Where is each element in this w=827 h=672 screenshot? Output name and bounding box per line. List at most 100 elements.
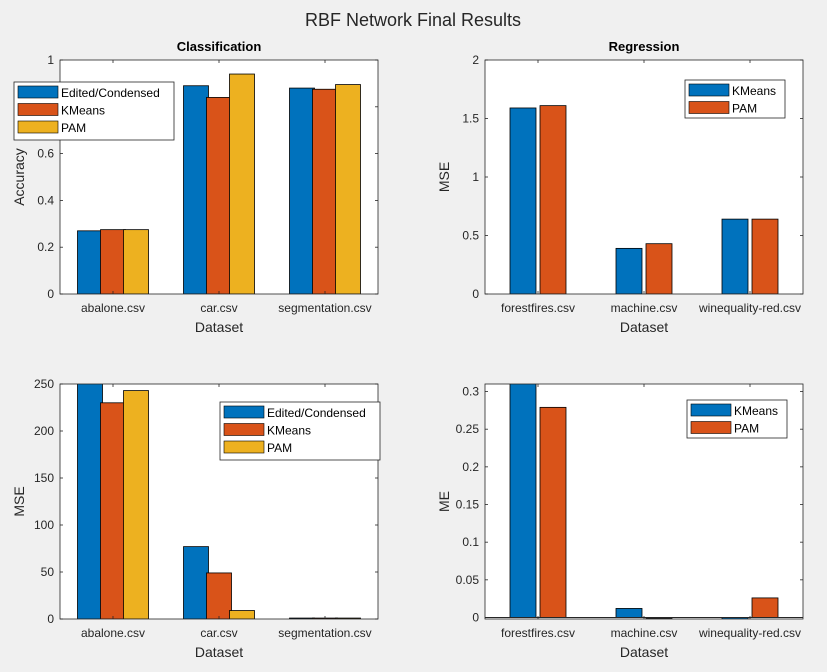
y-tick-label: 0.3: [462, 385, 479, 399]
x-tick-label: segmentation.csv: [278, 301, 371, 315]
bar-edited-condensed-abalone-csv: [77, 384, 103, 619]
bar-edited-condensed-segmentation-csv: [289, 87, 315, 294]
bars: [77, 73, 361, 294]
legend-swatch: [223, 440, 265, 454]
subplot-3: 0 50 100 150 200 250 abalone.csv car.csv segment…: [11, 377, 381, 660]
y-tick-label: 50: [41, 565, 55, 579]
x-tick-label: forestfires.csv: [501, 626, 575, 640]
bar-pam-forestfires-csv: [539, 105, 567, 294]
bar-kmeans-winequality-red-csv: [721, 218, 749, 294]
legend-swatch: [223, 423, 265, 436]
legend-label: PAM: [734, 422, 759, 436]
bar-kmeans-car-csv: [206, 97, 232, 294]
bar-kmeans-abalone-csv: [100, 229, 126, 294]
x-tick-label: machine.csv: [611, 301, 678, 315]
y-axis-label: ME: [436, 491, 452, 512]
y-tick-label: 0.5: [462, 229, 479, 243]
x-axis-label: Dataset: [620, 319, 668, 335]
x-tick-label: car.csv: [200, 626, 237, 640]
bar-kmeans-abalone-csv: [100, 402, 126, 619]
bar-kmeans-car-csv: [206, 572, 232, 619]
bar-pam-winequality-red-csv: [751, 597, 779, 618]
bar-pam-abalone-csv: [123, 229, 149, 294]
bar-kmeans-machine-csv: [615, 247, 643, 294]
legend-label: KMeans: [734, 404, 778, 418]
y-tick-label: 0: [47, 612, 54, 626]
bar-edited-condensed-car-csv: [183, 85, 209, 294]
x-tick-label: car.csv: [200, 301, 237, 315]
legend-swatch: [17, 120, 59, 134]
bar-pam-abalone-csv: [123, 390, 149, 619]
legend-label: KMeans: [267, 424, 311, 438]
y-tick-label: 0.1: [462, 535, 479, 549]
x-tick-label: abalone.csv: [81, 301, 145, 315]
legend-label: PAM: [267, 441, 292, 455]
y-tick-label: 1.5: [462, 112, 479, 126]
x-axis-label: Dataset: [195, 319, 243, 335]
x-axis-label: Dataset: [620, 644, 668, 660]
x-axis-label: Dataset: [195, 644, 243, 660]
legend: KMeans PAM: [686, 399, 788, 439]
x-tick-label: segmentation.csv: [278, 626, 371, 640]
figure-title: RBF Network Final Results: [305, 10, 521, 30]
y-tick-label: 0: [472, 610, 479, 624]
subplot-grid: 00.20.40.60.81abalone.csvcar.csvsegmenta…: [11, 39, 804, 660]
legend-label: PAM: [732, 102, 757, 116]
bar-pam-winequality-red-csv: [751, 218, 779, 294]
bar-kmeans-segmentation-csv: [312, 88, 338, 294]
legend-swatch: [690, 403, 732, 417]
legend-swatch: [17, 103, 59, 116]
legend-label: KMeans: [61, 104, 105, 118]
subplot-2: 0 0.5 1 1.5 2 forestfires.csv machine.csv wineq…: [436, 39, 804, 335]
y-tick-label: 0: [472, 287, 479, 301]
y-tick-label: 0: [47, 287, 54, 301]
legend-label: PAM: [61, 121, 86, 135]
bar-pam-machine-csv: [645, 243, 673, 294]
bar-pam-car-csv: [229, 610, 255, 619]
y-axis-label: Accuracy: [11, 148, 27, 206]
legend-swatch: [688, 83, 730, 97]
x-tick-label: abalone.csv: [81, 626, 145, 640]
bar-edited-condensed-car-csv: [183, 546, 209, 619]
subplot-4: 0 0.05 0.1 0.15 0.2 0.25 0.3 forestfires.csv mac…: [436, 383, 804, 660]
bar-kmeans-forestfires-csv: [509, 107, 537, 294]
legend: Edited/Condensed KMeans PAM: [219, 401, 381, 461]
y-tick-label: 0.2: [462, 460, 479, 474]
bars: [509, 105, 779, 294]
subplot-title: Regression: [609, 39, 680, 54]
legend-swatch: [223, 405, 265, 419]
subplot-title: Classification: [177, 39, 262, 54]
y-tick-label: 1: [472, 170, 479, 184]
bar-kmeans-forestfires-csv: [509, 384, 537, 618]
y-tick-label: 0.4: [37, 193, 54, 207]
y-tick-label: 2: [472, 53, 479, 67]
y-tick-label: 0.05: [456, 573, 480, 587]
y-axis-label: MSE: [11, 486, 27, 516]
x-tick-label: forestfires.csv: [501, 301, 575, 315]
x-tick-label: winequality-red.csv: [698, 301, 801, 315]
y-tick-label: 150: [34, 471, 54, 485]
y-tick-label: 0.15: [456, 498, 480, 512]
x-tick-label: machine.csv: [611, 626, 678, 640]
legend-swatch: [17, 85, 59, 99]
bar-kmeans-machine-csv: [615, 608, 643, 618]
y-tick-label: 0.6: [37, 147, 54, 161]
bar-pam-segmentation-csv: [335, 84, 361, 294]
legend: Edited/Condensed KMeans PAM: [13, 81, 175, 141]
bars: [77, 384, 361, 619]
y-tick-label: 100: [34, 518, 54, 532]
bars: [509, 384, 779, 619]
y-axis-label: MSE: [436, 162, 452, 192]
legend: KMeans PAM: [684, 79, 786, 119]
legend-label: KMeans: [732, 84, 776, 98]
y-tick-label: 1: [47, 53, 54, 67]
y-tick-label: 250: [34, 377, 54, 391]
subplot-1: 00.20.40.60.81abalone.csvcar.csvsegmenta…: [11, 39, 379, 335]
bar-pam-car-csv: [229, 73, 255, 294]
legend-label: Edited/Condensed: [61, 86, 160, 100]
y-tick-label: 200: [34, 424, 54, 438]
legend-swatch: [690, 421, 732, 434]
bar-edited-condensed-abalone-csv: [77, 230, 103, 294]
y-tick-label: 0.2: [37, 240, 54, 254]
